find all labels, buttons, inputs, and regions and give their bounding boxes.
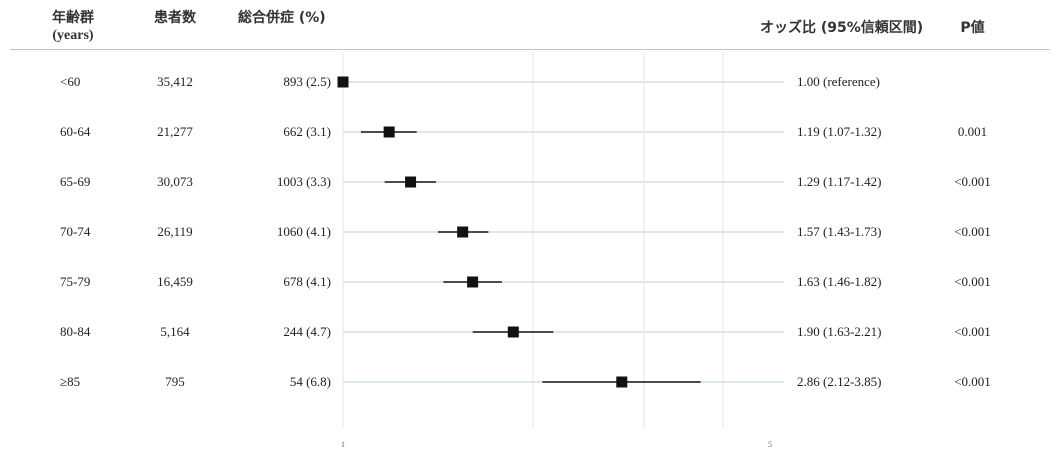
p-value-cell: <0.001 [954,374,991,389]
complications-cell: 54 (6.8) [289,374,331,389]
header-age-group: 年齢群 (years) [48,10,98,44]
age-cell: 75-79 [60,274,91,289]
x-tick-label: 1 [341,440,345,449]
age-cell: ≥85 [60,374,81,389]
patients-cell: 26,119 [157,224,193,239]
odds-ratio-cell: 2.86 (2.12-3.85) [797,374,882,389]
odds-ratio-marker [457,226,469,238]
odds-ratio-marker [337,76,349,88]
header-patients: 患者数 [154,10,196,26]
complications-cell: 244 (4.7) [283,324,331,339]
patients-cell: 30,073 [157,174,193,189]
odds-ratio-cell: 1.57 (1.43-1.73) [797,224,882,239]
odds-ratio-cell: 1.00 (reference) [797,74,880,89]
p-value-cell: <0.001 [954,224,991,239]
odds-ratio-marker [507,326,519,338]
patients-cell: 795 [165,374,185,389]
odds-ratio-marker [616,376,628,388]
header-complications: 総合併症 (%) [238,10,326,26]
p-value-cell: <0.001 [954,174,991,189]
p-value-cell: 0.001 [957,124,988,139]
age-cell: 70-74 [60,224,91,239]
p-value-cell: <0.001 [954,324,991,339]
header-divider [10,49,1050,50]
header-age-unit: (years) [52,28,94,43]
header-odds-ratio: オッズ比 (95%信頼区間) [760,20,924,36]
complications-cell: 678 (4.1) [283,274,331,289]
odds-ratio-cell: 1.19 (1.07-1.32) [797,124,882,139]
header-p-value: P値 [960,20,985,36]
p-value-cell: <0.001 [954,274,991,289]
age-cell: <60 [60,74,81,89]
complications-cell: 1003 (3.3) [276,174,331,189]
odds-ratio-marker [383,126,395,138]
age-cell: 65-69 [60,174,91,189]
patients-cell: 35,412 [157,74,193,89]
odds-ratio-cell: 1.29 (1.17-1.42) [797,174,882,189]
patients-cell: 5,164 [160,324,190,339]
complications-cell: 1060 (4.1) [276,224,331,239]
patients-cell: 21,277 [157,124,193,139]
header-age-group-label: 年齢群 [52,10,94,26]
odds-ratio-marker [467,276,479,288]
patients-cell: 16,459 [157,274,193,289]
complications-cell: 893 (2.5) [283,74,331,89]
odds-ratio-marker [405,176,417,188]
odds-ratio-cell: 1.90 (1.63-2.21) [797,324,882,339]
complications-cell: 662 (3.1) [283,124,331,139]
odds-ratio-cell: 1.63 (1.46-1.82) [797,274,882,289]
age-cell: 80-84 [60,324,91,339]
x-tick-label: 5 [768,440,772,449]
age-cell: 60-64 [60,124,91,139]
